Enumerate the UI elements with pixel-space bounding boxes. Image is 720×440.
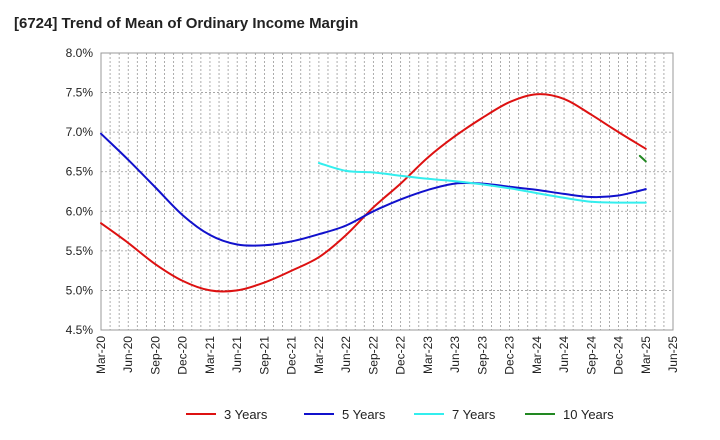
x-tick-label: Jun-21 — [230, 336, 244, 373]
x-tick-label: Jun-24 — [557, 336, 571, 373]
x-tick-label: Dec-24 — [612, 336, 626, 375]
x-tick-label: Dec-21 — [285, 336, 299, 375]
x-tick-label: Sep-23 — [475, 336, 489, 375]
x-tick-label: Jun-25 — [666, 336, 680, 373]
x-tick-label: Mar-23 — [421, 336, 435, 374]
y-tick-label: 7.5% — [66, 86, 94, 100]
x-tick-label: Mar-20 — [94, 336, 108, 374]
y-tick-label: 4.5% — [66, 323, 94, 337]
y-tick-label: 6.5% — [66, 165, 94, 179]
x-tick-label: Dec-20 — [176, 336, 190, 375]
y-tick-label: 5.5% — [66, 244, 94, 258]
series-line-3-years — [100, 93, 647, 293]
series-line-5-years — [100, 132, 647, 247]
x-axis-ticks: Mar-20 Jun-20 Sep-20 Dec-20 Mar-21 Jun-21 Sep-… — [94, 336, 680, 375]
legend-label-3-years: 3 Years — [224, 407, 268, 422]
series-line-7-years — [317, 162, 647, 204]
x-tick-label: Sep-20 — [148, 336, 162, 375]
x-tick-label: Sep-21 — [257, 336, 271, 375]
legend-label-5-years: 5 Years — [342, 407, 386, 422]
x-tick-label: Jun-22 — [339, 336, 353, 373]
y-tick-label: 7.0% — [66, 125, 94, 139]
series-line-10-years — [638, 154, 647, 163]
legend: 3 Years 5 Years 7 Years 10 Years — [186, 407, 614, 422]
x-tick-label: Dec-22 — [394, 336, 408, 375]
plot-area — [100, 52, 674, 331]
y-axis-ticks: 4.5% 5.0% 5.5% 6.0% 6.5% 7.0% 7.5% 8.0% — [66, 46, 94, 337]
x-tick-label: Sep-22 — [366, 336, 380, 375]
x-tick-label: Mar-21 — [203, 336, 217, 374]
plot-frame — [100, 52, 674, 331]
y-tick-label: 8.0% — [66, 46, 94, 60]
x-tick-label: Mar-22 — [312, 336, 326, 374]
chart-title: [6724] Trend of Mean of Ordinary Income … — [14, 15, 359, 32]
x-tick-label: Sep-24 — [584, 336, 598, 375]
y-gridlines — [101, 92, 673, 291]
legend-label-10-years: 10 Years — [563, 407, 614, 422]
x-tick-label: Jun-23 — [448, 336, 462, 373]
x-tick-label: Dec-23 — [503, 336, 517, 375]
y-tick-label: 5.0% — [66, 283, 94, 297]
x-tick-label: Jun-20 — [121, 336, 135, 373]
y-tick-label: 6.0% — [66, 204, 94, 218]
legend-label-7-years: 7 Years — [452, 407, 496, 422]
x-tick-label: Mar-25 — [639, 336, 653, 374]
series-lines — [100, 93, 647, 293]
x-tick-label: Mar-24 — [530, 336, 544, 374]
